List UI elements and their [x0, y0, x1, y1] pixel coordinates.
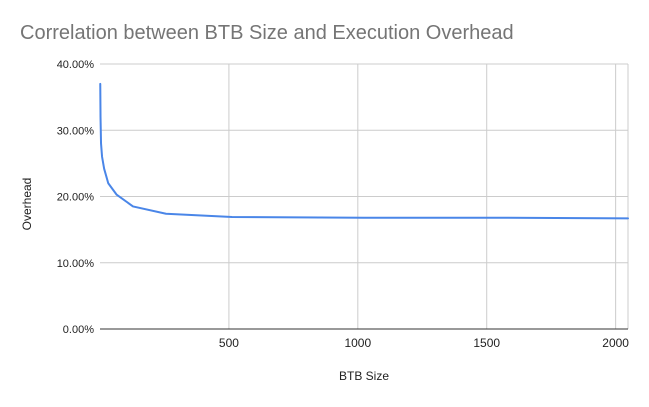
x-tick-label: 500: [219, 336, 239, 350]
x-axis-title: BTB Size: [339, 369, 389, 383]
y-tick-label: 30.00%: [57, 125, 95, 137]
chart-title: Correlation between BTB Size and Executi…: [20, 22, 514, 44]
x-tick-label: 2000: [602, 336, 629, 350]
x-tick-label: 1500: [473, 336, 500, 350]
y-tick-label: 10.00%: [57, 258, 95, 270]
x-tick-label: 1000: [344, 336, 371, 350]
y-axis-title: Overhead: [20, 178, 34, 231]
y-tick-label: 20.00%: [57, 192, 95, 204]
y-tick-label: 40.00%: [57, 59, 95, 71]
y-tick-label: 0.00%: [63, 324, 94, 336]
